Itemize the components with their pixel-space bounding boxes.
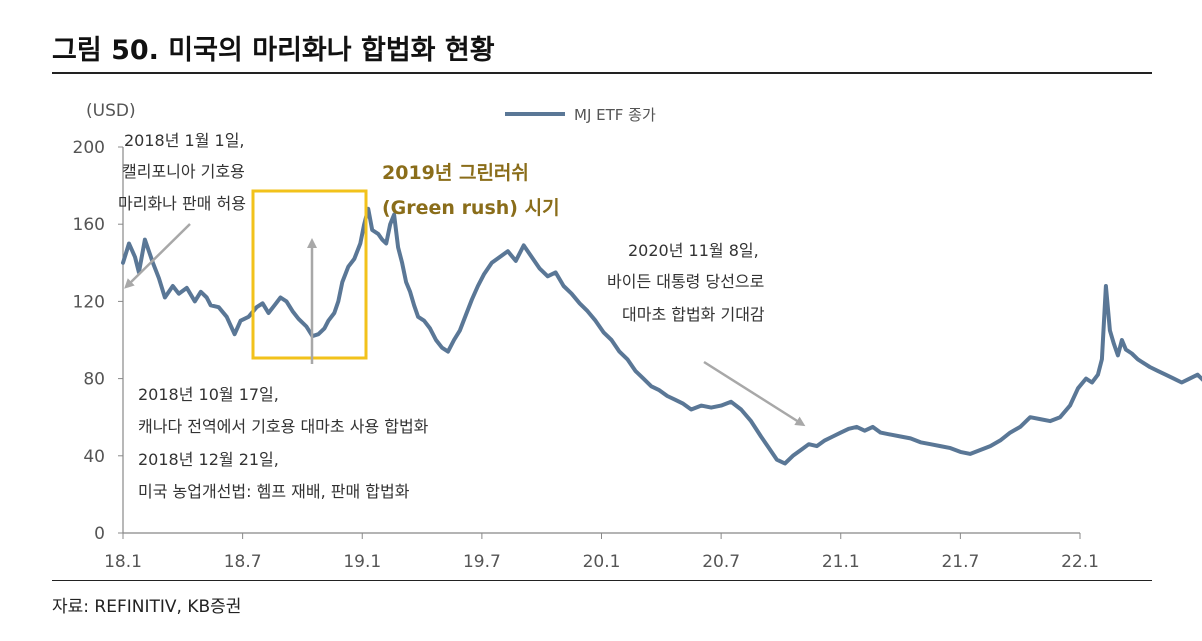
- annotation-2018-dec: 2018년 12월 21일, 미국 농업개선법: 헴프 재배, 판매 합법화: [138, 450, 410, 501]
- y-tick-label: 160: [73, 215, 105, 235]
- svg-text:2018년 1월 1일,: 2018년 1월 1일,: [124, 131, 245, 150]
- title-divider: [52, 72, 1152, 74]
- y-ticks: 0 40 80 120 160 200: [73, 138, 123, 544]
- svg-text:미국 농업개선법: 헴프 재배, 판매 합법화: 미국 농업개선법: 헴프 재배, 판매 합법화: [138, 482, 410, 501]
- y-tick-label: 0: [94, 524, 105, 544]
- svg-text:마리화나 판매 허용: 마리화나 판매 허용: [118, 194, 246, 213]
- svg-text:(Green rush) 시기: (Green rush) 시기: [382, 197, 560, 219]
- svg-text:2019년 그린러쉬: 2019년 그린러쉬: [382, 162, 529, 184]
- legend-label: MJ ETF 종가: [574, 106, 656, 124]
- x-ticks: 18.1 18.7 19.1 19.7 20.1 20.7 21.1 21.7 22.1: [104, 533, 1099, 572]
- green-rush-box: [251, 189, 368, 360]
- source-note: 자료: REFINITIV, KB증권: [52, 597, 242, 617]
- x-tick-label: 20.7: [702, 552, 740, 572]
- svg-text:캘리포니아 기호용: 캘리포니아 기호용: [122, 162, 245, 181]
- annotation-2020-nov: 2020년 11월 8일, 바이든 대통령 당선으로 대마초 합법화 기대감: [607, 241, 765, 324]
- x-tick-label: 19.7: [463, 552, 501, 572]
- series-line-mj-etf: [121, 206, 1202, 466]
- svg-text:2018년 10월 17일,: 2018년 10월 17일,: [138, 385, 279, 404]
- y-tick-label: 80: [83, 370, 105, 390]
- x-tick-label: 20.1: [583, 552, 621, 572]
- x-tick-label: 19.1: [343, 552, 381, 572]
- footer-divider: [52, 580, 1152, 581]
- x-tick-label: 18.1: [104, 552, 142, 572]
- svg-text:2018년 12월 21일,: 2018년 12월 21일,: [138, 450, 279, 469]
- page-title: 그림 50. 미국의 마리화나 합법화 현황: [52, 35, 495, 66]
- y-tick-label: 200: [73, 138, 105, 158]
- svg-text:대마초 합법화 기대감: 대마초 합법화 기대감: [622, 305, 765, 324]
- arrow-2018-jan: [124, 223, 191, 289]
- svg-text:2020년 11월 8일,: 2020년 11월 8일,: [628, 241, 759, 260]
- x-tick-label: 21.7: [941, 552, 979, 572]
- arrow-2020-nov: [703, 360, 806, 427]
- annotation-2018-jan: 2018년 1월 1일, 캘리포니아 기호용 마리화나 판매 허용: [118, 131, 246, 213]
- annotation-green-rush: 2019년 그린러쉬 (Green rush) 시기: [382, 162, 560, 219]
- y-tick-label: 40: [83, 447, 105, 467]
- y-tick-label: 120: [73, 292, 105, 312]
- svg-text:캐나다 전역에서 기호용 대마초 사용 합법화: 캐나다 전역에서 기호용 대마초 사용 합법화: [138, 417, 429, 436]
- svg-text:바이든 대통령 당선으로: 바이든 대통령 당선으로: [607, 272, 764, 291]
- x-tick-label: 18.7: [224, 552, 262, 572]
- annotation-2018-oct: 2018년 10월 17일, 캐나다 전역에서 기호용 대마초 사용 합법화: [138, 385, 429, 436]
- x-tick-label: 21.1: [822, 552, 860, 572]
- y-axis-label: (USD): [86, 101, 136, 121]
- legend: MJ ETF 종가: [505, 106, 656, 124]
- x-tick-label: 22.1: [1061, 552, 1099, 572]
